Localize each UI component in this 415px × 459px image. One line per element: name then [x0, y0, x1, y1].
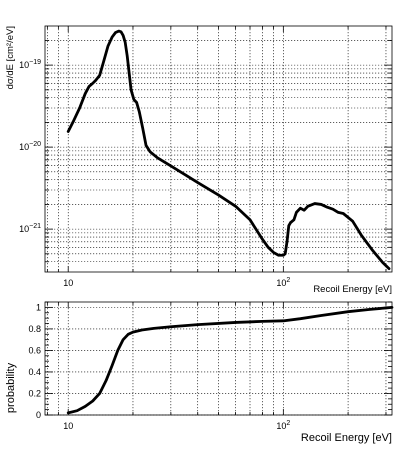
y-tick-label: 1 — [36, 302, 41, 312]
x-tick-label: 102 — [276, 420, 290, 431]
tick-marks — [45, 26, 392, 272]
y-tick-label: 0.6 — [28, 345, 41, 355]
tick-labels: 10 102 10−21 10−20 10−19 — [19, 59, 290, 288]
y-tick-label: 0.2 — [28, 388, 41, 398]
x-tick-label: 10 — [63, 278, 73, 288]
x-tick-label: 102 — [276, 277, 290, 288]
grid-lines — [45, 26, 392, 272]
tick-marks — [45, 301, 392, 416]
x-axis-label: Recoil Energy [eV] — [313, 284, 392, 295]
y-tick-label: 10−19 — [19, 59, 41, 70]
y-tick-label: 10−20 — [19, 141, 41, 152]
series-line — [66, 305, 394, 415]
series-line — [66, 29, 391, 271]
x-axis-label: Recoil Energy [eV] — [301, 432, 392, 444]
y-tick-label: 0.8 — [28, 324, 41, 334]
y-axis-label: probability — [5, 362, 17, 413]
y-axis-label: dσ/dE [cm²/eV] — [5, 26, 16, 89]
x-tick-label: 10 — [63, 421, 73, 431]
y-tick-label: 0.4 — [28, 367, 41, 377]
probability-panel: 10 102 0 0.2 0.4 0.6 0.8 1 Recoil Energy [eV] p… — [5, 301, 394, 444]
y-tick-label: 10−21 — [19, 223, 41, 234]
tick-labels: 10 102 0 0.2 0.4 0.6 0.8 1 — [28, 302, 290, 431]
y-tick-label: 0 — [36, 410, 41, 420]
